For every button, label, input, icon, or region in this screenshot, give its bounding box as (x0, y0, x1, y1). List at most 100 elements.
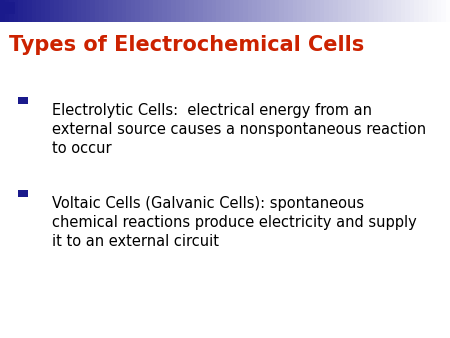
Bar (153, 0, 158, 22)
Bar (238, 0, 243, 22)
Bar (320, 0, 324, 22)
Bar (387, 0, 392, 22)
Bar (22, 0, 27, 22)
Bar (279, 0, 284, 22)
Bar (18, 97, 28, 104)
Bar (360, 0, 365, 22)
Bar (315, 0, 320, 22)
Bar (158, 0, 162, 22)
Bar (104, 0, 108, 22)
Bar (76, 0, 81, 22)
Bar (306, 0, 311, 22)
Bar (216, 0, 221, 22)
Bar (122, 0, 126, 22)
Bar (18, 190, 28, 197)
Bar (266, 0, 270, 22)
Bar (86, 0, 90, 22)
Bar (302, 0, 306, 22)
Bar (310, 0, 315, 22)
Bar (288, 0, 293, 22)
Bar (112, 0, 117, 22)
Bar (148, 0, 153, 22)
Bar (126, 0, 131, 22)
Bar (220, 0, 225, 22)
Bar (180, 0, 185, 22)
Bar (36, 0, 41, 22)
Bar (212, 0, 216, 22)
Bar (428, 0, 432, 22)
Bar (351, 0, 356, 22)
Bar (81, 0, 86, 22)
Text: Electrolytic Cells:  electrical energy from an
external source causes a nonspont: Electrolytic Cells: electrical energy fr… (52, 103, 426, 156)
Bar (274, 0, 279, 22)
Bar (423, 0, 428, 22)
Bar (108, 0, 113, 22)
Bar (72, 0, 77, 22)
Bar (135, 0, 140, 22)
Bar (0, 0, 5, 22)
Bar (230, 0, 234, 22)
Bar (130, 0, 135, 22)
Bar (58, 0, 63, 22)
Bar (356, 0, 360, 22)
Bar (414, 0, 419, 22)
Bar (90, 0, 95, 22)
Bar (140, 0, 144, 22)
Bar (252, 0, 257, 22)
Bar (369, 0, 374, 22)
Bar (68, 0, 72, 22)
Bar (18, 0, 23, 22)
Bar (405, 0, 410, 22)
Bar (54, 0, 59, 22)
Bar (396, 0, 401, 22)
Bar (328, 0, 333, 22)
Bar (400, 0, 405, 22)
Bar (202, 0, 207, 22)
Bar (346, 0, 351, 22)
Bar (166, 0, 171, 22)
Bar (364, 0, 369, 22)
Bar (50, 0, 54, 22)
Bar (248, 0, 252, 22)
Bar (297, 0, 302, 22)
Bar (324, 0, 329, 22)
Bar (261, 0, 266, 22)
Bar (117, 0, 122, 22)
Bar (410, 0, 414, 22)
Bar (207, 0, 212, 22)
Bar (441, 0, 446, 22)
Bar (32, 0, 36, 22)
Bar (333, 0, 338, 22)
Bar (225, 0, 230, 22)
Bar (4, 0, 9, 22)
Bar (184, 0, 189, 22)
Bar (378, 0, 383, 22)
Bar (27, 0, 32, 22)
Bar (436, 0, 441, 22)
Bar (432, 0, 437, 22)
Bar (338, 0, 342, 22)
Bar (270, 0, 275, 22)
Bar (189, 0, 194, 22)
Bar (171, 0, 176, 22)
Bar (176, 0, 180, 22)
Bar (392, 0, 396, 22)
Bar (9, 0, 14, 22)
Bar (342, 0, 347, 22)
Bar (374, 0, 378, 22)
Bar (144, 0, 149, 22)
Bar (382, 0, 387, 22)
Bar (234, 0, 239, 22)
Bar (284, 0, 288, 22)
Text: Types of Electrochemical Cells: Types of Electrochemical Cells (9, 35, 364, 55)
Bar (292, 0, 297, 22)
Bar (418, 0, 423, 22)
Bar (162, 0, 167, 22)
Bar (94, 0, 99, 22)
Bar (45, 0, 50, 22)
Bar (446, 0, 450, 22)
Bar (40, 0, 45, 22)
Bar (14, 0, 18, 22)
Bar (2, 2, 15, 14)
Bar (99, 0, 104, 22)
